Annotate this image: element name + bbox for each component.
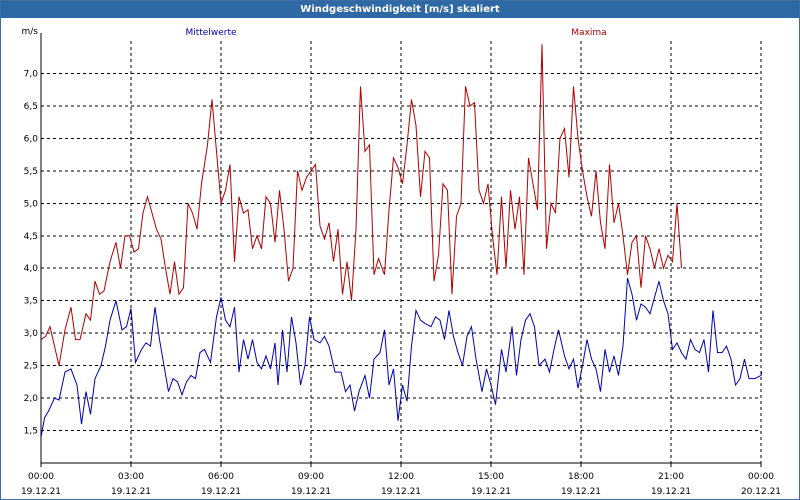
x-tick-label-date: 20.12.21 xyxy=(741,487,781,497)
grid xyxy=(41,41,762,463)
series-line-maxima xyxy=(41,44,682,366)
x-tick-label-time: 09:00 xyxy=(298,472,324,482)
x-tick-label-date: 19.12.21 xyxy=(561,487,601,497)
x-tick-label-time: 18:00 xyxy=(568,472,594,482)
x-tick-label-date: 19.12.21 xyxy=(471,487,511,497)
y-tick-label: 4,5 xyxy=(24,232,38,242)
axes xyxy=(40,33,762,467)
y-tick-label: 6,5 xyxy=(24,102,38,112)
y-tick-label: 6,0 xyxy=(24,134,39,144)
y-tick-label: 5,5 xyxy=(24,167,38,177)
y-tick-label: 4,0 xyxy=(24,264,39,274)
series-group xyxy=(41,44,762,438)
series-line-mittelwerte xyxy=(41,277,762,438)
y-tick-label: 3,5 xyxy=(24,297,38,307)
y-tick-label: 2,5 xyxy=(24,362,38,372)
x-tick-label-date: 19.12.21 xyxy=(21,487,61,497)
x-tick-label-time: 12:00 xyxy=(388,472,414,482)
x-tick-label-time: 03:00 xyxy=(118,472,144,482)
x-tick-label-date: 19.12.21 xyxy=(111,487,151,497)
x-tick-label-time: 15:00 xyxy=(478,472,504,482)
x-tick-label-time: 06:00 xyxy=(208,472,234,482)
labels: 1,5 2,0 2,5 3,0 3,5 4,0 4,5 5,0 5,5 6,0 6,5 7,0 00:0… xyxy=(21,27,781,497)
y-tick-label: 2,0 xyxy=(24,394,39,404)
y-tick-label: 1,5 xyxy=(24,427,38,437)
y-tick-label: 7,0 xyxy=(24,69,39,79)
legend-label-mittelwerte: Mittelwerte xyxy=(185,28,236,38)
y-tick-label: 5,0 xyxy=(24,199,39,209)
y-tick-label: 3,0 xyxy=(24,329,39,339)
x-tick-label-date: 19.12.21 xyxy=(651,487,691,497)
x-tick-label-time: 00:00 xyxy=(28,472,54,482)
x-tick-label-date: 19.12.21 xyxy=(291,487,331,497)
x-tick-label-date: 19.12.21 xyxy=(381,487,421,497)
x-tick-label-time: 00:00 xyxy=(748,472,774,482)
x-tick-label-date: 19.12.21 xyxy=(201,487,241,497)
legend-label-maxima: Maxima xyxy=(571,28,606,38)
chart-title: Windgeschwindigkeit [m/s] skaliert xyxy=(1,1,799,18)
x-tick-label-time: 21:00 xyxy=(658,472,684,482)
y-axis-label: m/s xyxy=(22,27,39,37)
